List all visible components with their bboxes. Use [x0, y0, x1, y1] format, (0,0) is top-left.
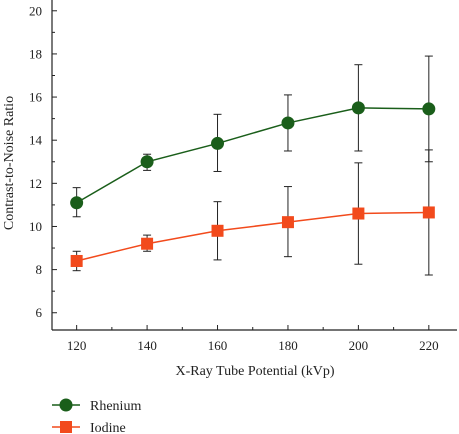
y-tick-label: 6	[36, 305, 43, 320]
rhenium-point	[281, 116, 295, 130]
legend-item-iodine: Iodine	[52, 421, 126, 434]
iodine-point	[70, 254, 83, 267]
x-axis-label: X-Ray Tube Potential (kVp)	[175, 364, 334, 379]
y-tick-label: 12	[29, 176, 42, 191]
x-tick-label: 160	[208, 338, 228, 353]
legend: Rhenium Iodine	[52, 398, 141, 434]
rhenium-point	[70, 196, 84, 210]
x-tick-label: 120	[67, 338, 87, 353]
rhenium-point	[422, 102, 436, 116]
legend-rhenium-marker	[59, 398, 73, 412]
x-axis-ticks: 120 140 160 180 200 220	[67, 325, 439, 353]
legend-iodine-label: Iodine	[90, 421, 126, 434]
x-tick-label: 180	[278, 338, 298, 353]
y-tick-label: 8	[36, 262, 43, 277]
rhenium-point	[211, 136, 225, 150]
iodine-point	[422, 206, 435, 219]
x-tick-label: 220	[419, 338, 439, 353]
iodine-point	[141, 237, 154, 250]
x-tick-label: 140	[137, 338, 157, 353]
iodine-line	[76, 211, 429, 262]
x-tick-label: 200	[349, 338, 369, 353]
y-tick-label: 18	[29, 46, 42, 61]
series-iodine	[70, 149, 435, 276]
axes	[51, 0, 457, 331]
y-tick-label: 14	[29, 133, 43, 148]
series-layer	[70, 55, 436, 276]
y-tick-label: 16	[29, 90, 43, 105]
legend-iodine-marker	[60, 421, 72, 433]
y-tick-label: 20	[29, 3, 42, 18]
iodine-point	[281, 216, 294, 229]
iodine-point	[211, 224, 224, 237]
rhenium-point	[140, 155, 154, 169]
iodine-point	[352, 207, 365, 220]
series-rhenium	[70, 55, 436, 218]
y-tick-label: 10	[29, 219, 42, 234]
y-axis-ticks: 6 8 10 12 14 16 18 20	[29, 3, 57, 320]
legend-rhenium-label: Rhenium	[90, 399, 141, 414]
legend-item-rhenium: Rhenium	[52, 398, 141, 414]
rhenium-line	[76, 107, 429, 204]
y-axis-label: Contrast-to-Noise Ratio	[2, 96, 17, 230]
rhenium-point	[351, 101, 365, 115]
